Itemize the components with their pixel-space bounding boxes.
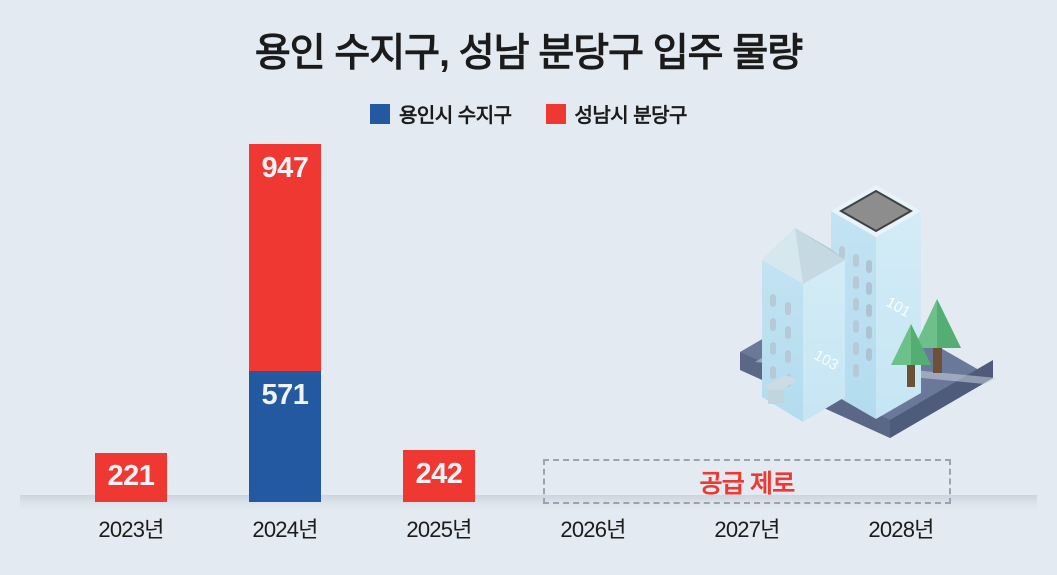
x-label-2028: 2028년 (868, 517, 934, 542)
x-label-2024: 2024년 (252, 517, 318, 542)
bar-2025: 242 (403, 450, 475, 502)
zero-supply-annotation: 공급 제로 (543, 459, 951, 504)
legend-swatch-blue (370, 103, 391, 124)
bar-value-2023-red: 221 (107, 460, 155, 492)
bar-2023: 221 (95, 453, 167, 502)
bar-segment-seongnam-2025: 242 (403, 450, 475, 502)
legend-label-yongin: 용인시 수지구 (399, 105, 512, 127)
bar-segment-seongnam-2024: 947 (249, 144, 321, 371)
bar-2024: 947 571 (249, 144, 321, 502)
building-illustration: 101 (735, 100, 1025, 440)
legend-item-yongin: 용인시 수지구 (370, 99, 512, 128)
x-label-2023: 2023년 (98, 517, 164, 542)
x-label-2025: 2025년 (406, 517, 472, 542)
legend-item-seongnam: 성남시 분당구 (545, 99, 688, 128)
x-label-2026: 2026년 (560, 517, 626, 542)
x-label-2027: 2027년 (714, 517, 780, 542)
zero-supply-label: 공급 제로 (699, 469, 796, 498)
legend-label-seongnam: 성남시 분당구 (574, 105, 688, 127)
tree-icon (914, 299, 961, 373)
bar-value-2024-blue: 571 (261, 379, 309, 411)
chart-legend: 용인시 수지구 성남시 분당구 (0, 99, 1057, 128)
legend-swatch-red (545, 103, 566, 124)
x-axis-labels: 2023년 2024년 2025년 2026년 2027년 2028년 (0, 512, 1057, 552)
bar-value-2024-red: 947 (261, 152, 309, 184)
tree-icon (891, 324, 931, 387)
bar-value-2025-red: 242 (415, 458, 463, 490)
mid-rise-building-icon: 103 (762, 228, 845, 422)
bar-segment-seongnam-2023: 221 (95, 453, 167, 502)
bar-segment-yongin-2024: 571 (249, 371, 321, 502)
page-title: 용인 수지구, 성남 분당구 입주 물량 (254, 32, 803, 75)
